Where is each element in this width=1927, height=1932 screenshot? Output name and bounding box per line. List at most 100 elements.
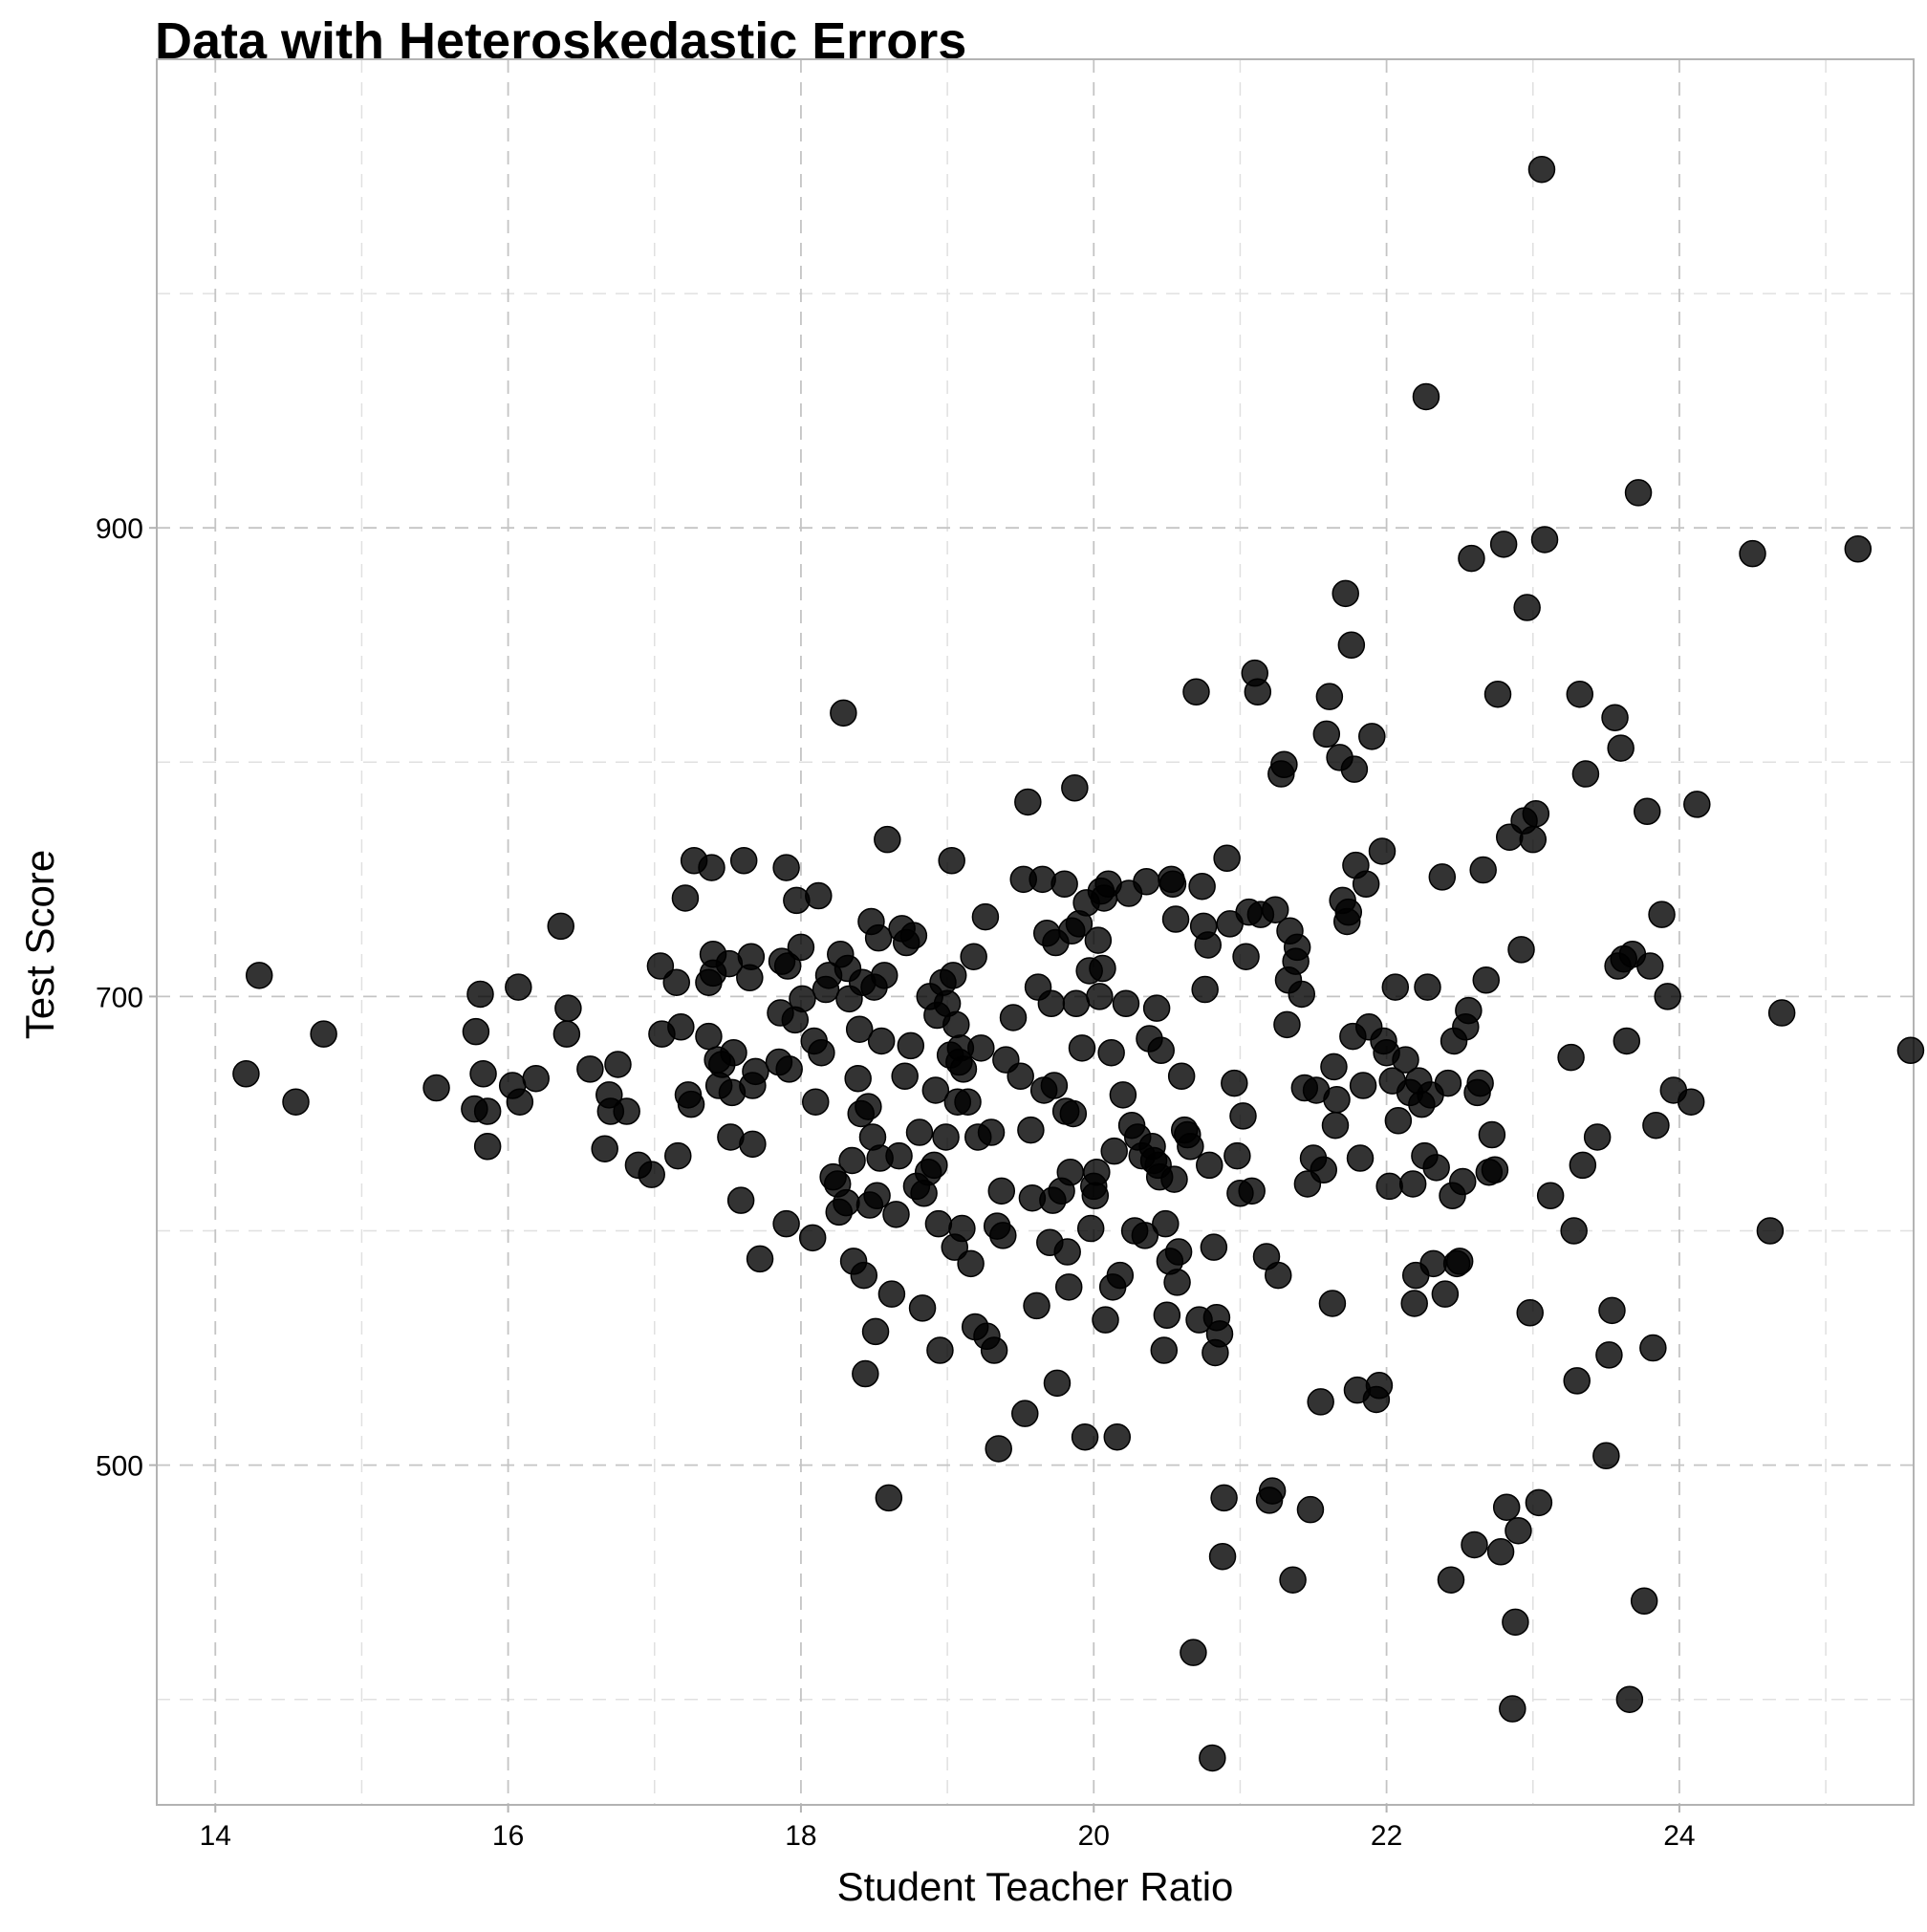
data-point (1221, 1069, 1248, 1097)
data-point (1188, 872, 1216, 901)
data-point (1434, 1069, 1462, 1097)
data-point (1334, 898, 1363, 926)
data-point (1076, 1214, 1105, 1243)
y-axis-ticks: 500 700 900 (96, 513, 157, 1483)
data-point (924, 1209, 953, 1238)
data-point (1106, 1261, 1135, 1290)
data-point (695, 1022, 723, 1051)
data-point (926, 1336, 954, 1364)
data-point (874, 825, 901, 854)
data-point (1161, 905, 1190, 933)
data-point (1381, 973, 1410, 1001)
y-tick-label: 500 (96, 1451, 143, 1483)
data-point (1358, 723, 1386, 750)
data-point (638, 1161, 665, 1188)
data-point (1677, 1088, 1705, 1116)
x-tick-label: 16 (492, 1820, 524, 1852)
data-point (1261, 896, 1289, 923)
chart-title: Data with Heteroskedastic Errors (155, 12, 966, 70)
data-point (1083, 1158, 1111, 1186)
data-point (1384, 1107, 1413, 1135)
data-point (1483, 680, 1512, 708)
data-point (960, 943, 987, 970)
data-point (1163, 1269, 1191, 1296)
data-point (1489, 531, 1518, 558)
data-point (1097, 1038, 1125, 1067)
data-point (1037, 989, 1066, 1018)
data-point (1592, 1442, 1620, 1470)
data-point (1392, 1046, 1419, 1074)
data-point (1648, 901, 1676, 928)
data-point (939, 962, 967, 989)
data-point (1028, 865, 1056, 894)
data-point (1089, 954, 1116, 983)
x-tick-label: 24 (1663, 1820, 1695, 1852)
data-point (547, 912, 574, 941)
data-point (1428, 863, 1457, 891)
data-point (1109, 1081, 1137, 1109)
data-point (971, 902, 1000, 931)
data-point (671, 884, 700, 912)
data-point (1414, 973, 1441, 1001)
data-point (1288, 980, 1316, 1009)
data-point (772, 1209, 800, 1238)
data-point (967, 1034, 995, 1062)
data-point (1160, 1165, 1188, 1193)
data-point (1205, 1320, 1234, 1348)
x-axis-ticks: 14 16 18 20 22 24 (200, 1805, 1696, 1852)
data-point (1332, 579, 1359, 608)
data-point (473, 1133, 502, 1161)
data-point (870, 962, 899, 989)
data-point (1466, 1069, 1494, 1097)
x-tick-label: 14 (200, 1820, 231, 1852)
data-point (882, 1201, 910, 1228)
data-point (1167, 1062, 1196, 1090)
data-point (1071, 1422, 1099, 1451)
data-point (1238, 1177, 1266, 1205)
data-point (1601, 704, 1629, 731)
data-point (1164, 1238, 1193, 1266)
data-point (1505, 1516, 1532, 1545)
data-point (1349, 1072, 1377, 1099)
data-point (987, 1177, 1016, 1205)
data-point (1150, 1336, 1179, 1364)
data-point (875, 1484, 903, 1512)
data-point (1208, 1542, 1237, 1571)
data-point (1756, 1217, 1785, 1245)
data-point (1630, 1587, 1658, 1616)
data-point (552, 1020, 581, 1048)
data-point (1321, 1111, 1350, 1140)
data-point (830, 699, 857, 727)
data-point (1131, 1222, 1159, 1249)
data-point (1056, 1158, 1085, 1186)
data-point (845, 1015, 874, 1043)
data-point (877, 1280, 906, 1308)
data-point (613, 1097, 640, 1125)
data-point (1412, 382, 1440, 411)
data-point (1507, 936, 1535, 964)
data-point (885, 1141, 913, 1170)
data-point (1607, 734, 1635, 762)
data-point (1318, 1290, 1347, 1317)
data-point (1283, 933, 1311, 962)
data-point (1307, 1388, 1334, 1416)
data-point (282, 1088, 310, 1116)
data-point (737, 943, 766, 970)
data-point (977, 1118, 1006, 1146)
data-point (1200, 1233, 1228, 1261)
data-point (1571, 760, 1600, 788)
data-point (1320, 1053, 1348, 1081)
data-point (1569, 1151, 1597, 1180)
data-points (232, 155, 1925, 1772)
data-point (720, 1038, 747, 1067)
data-point (604, 1051, 632, 1078)
data-point (422, 1074, 450, 1102)
data-point (1445, 1248, 1474, 1275)
data-point (1896, 1036, 1925, 1065)
data-point (852, 1359, 879, 1388)
data-point (1739, 539, 1766, 568)
data-point (1059, 1099, 1088, 1128)
data-point (864, 923, 893, 952)
data-point (938, 846, 965, 875)
data-point (1177, 1133, 1204, 1161)
